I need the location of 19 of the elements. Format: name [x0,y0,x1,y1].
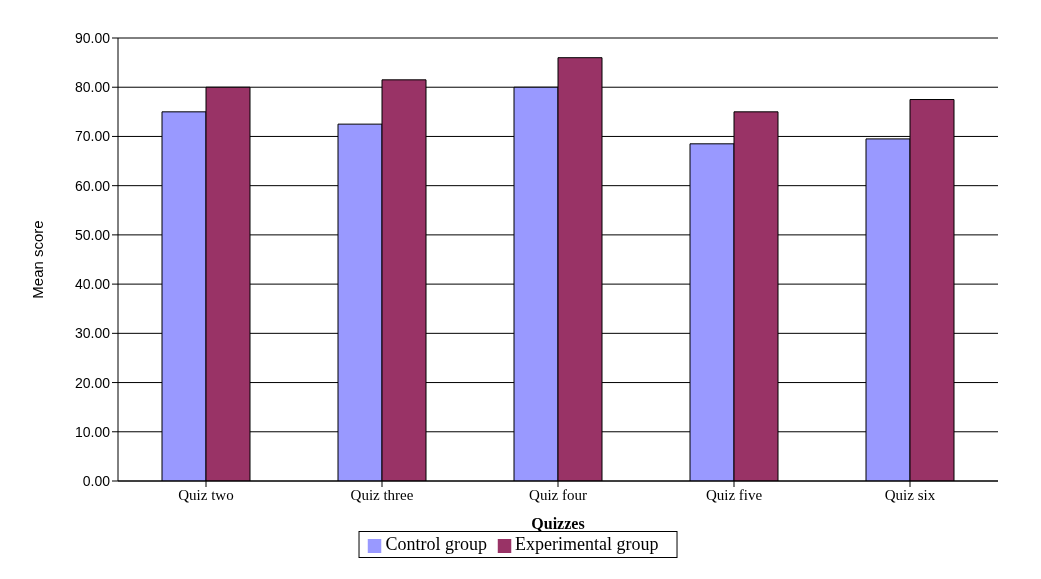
x-tick-label: Quiz four [529,486,587,503]
y-tick-label: 10.00 [74,423,111,440]
legend-label: Control group [385,534,488,554]
y-tick-label: 70.00 [74,128,111,145]
x-axis-title: Quizzes [531,515,585,532]
y-tick-label: 30.00 [74,325,111,342]
y-tick-label: 80.00 [74,79,111,96]
y-axis-title: Mean score [29,220,47,299]
y-tick-label: 40.00 [74,276,111,293]
x-tick-label: Quiz three [350,486,414,503]
y-tick-label: 50.00 [74,226,111,243]
y-tick-label: 0.00 [82,472,111,489]
legend-label: Experimental group [515,534,659,554]
x-tick-label: Quiz five [705,486,763,503]
y-tick-label: 90.00 [74,29,111,46]
x-tick-label: Quiz six [884,486,936,503]
y-tick-label: 20.00 [74,374,111,391]
y-tick-label: 60.00 [74,177,111,194]
x-tick-label: Quiz two [178,486,234,503]
